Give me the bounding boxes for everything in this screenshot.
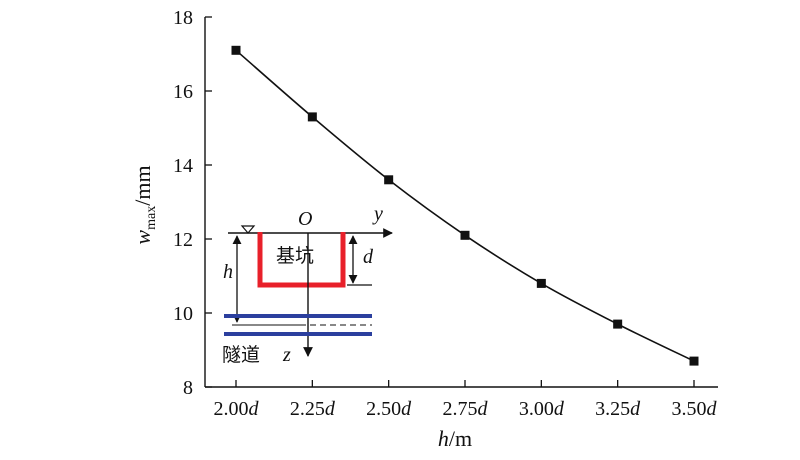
y-tick-label: 12 — [173, 229, 193, 251]
y-tick-label: 18 — [173, 7, 193, 29]
y-axis-label: wmax/mm — [130, 165, 159, 244]
data-point — [307, 112, 317, 122]
h-label: h — [223, 261, 233, 283]
x-tick-label: 3.00d — [519, 398, 565, 420]
inset-schematic: O y 基坑 z d h 隧道 — [222, 203, 393, 366]
x-axis-label: h/m — [438, 426, 472, 451]
x-tick-label: 3.50d — [672, 398, 718, 420]
y-tick-label: 16 — [173, 81, 193, 103]
x-tick-label: 2.75d — [443, 398, 489, 420]
tunnel-label: 隧道 — [222, 344, 260, 366]
data-point — [536, 278, 546, 288]
y-tick-label: 8 — [183, 377, 193, 399]
inset-z-axis-label: z — [282, 344, 291, 366]
data-point — [460, 230, 470, 240]
axes: 8 10 12 14 16 18 2.00d 2.25d 2.50d 2.75d 3.00d 3.25… — [173, 7, 718, 420]
water-level-icon — [240, 225, 256, 234]
d-label: d — [363, 246, 374, 268]
inset-origin-label: O — [298, 208, 312, 230]
y-tick-label: 14 — [173, 155, 193, 177]
pit-wall — [257, 232, 346, 288]
data-point — [231, 45, 241, 55]
x-tick-label: 3.25d — [595, 398, 641, 420]
x-tick-label: 2.25d — [290, 398, 336, 420]
pit-label: 基坑 — [276, 245, 314, 267]
x-tick-label: 2.00d — [214, 398, 260, 420]
series — [231, 45, 699, 366]
data-point — [384, 175, 394, 185]
y-tick-label: 10 — [173, 303, 193, 325]
data-point — [613, 319, 623, 329]
inset-y-axis-label: y — [372, 203, 383, 225]
data-point — [689, 356, 699, 366]
x-tick-label: 2.50d — [366, 398, 412, 420]
